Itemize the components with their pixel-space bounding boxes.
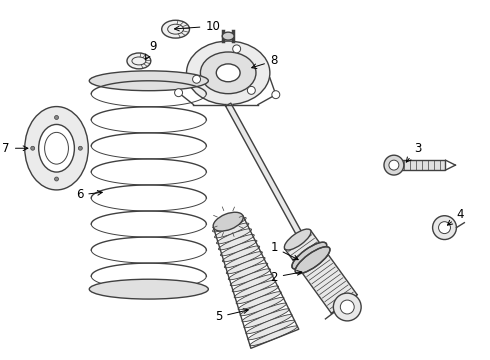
- Ellipse shape: [89, 71, 208, 91]
- Ellipse shape: [230, 269, 270, 286]
- Circle shape: [174, 89, 183, 96]
- Ellipse shape: [232, 274, 273, 292]
- Circle shape: [247, 86, 255, 94]
- Circle shape: [193, 75, 200, 83]
- Ellipse shape: [213, 217, 246, 232]
- Ellipse shape: [244, 309, 290, 328]
- Circle shape: [233, 45, 241, 53]
- Circle shape: [333, 293, 361, 321]
- Ellipse shape: [187, 41, 270, 105]
- Ellipse shape: [127, 53, 151, 69]
- Ellipse shape: [216, 64, 240, 82]
- Ellipse shape: [219, 234, 254, 250]
- Ellipse shape: [248, 320, 295, 340]
- Text: 7: 7: [2, 142, 28, 155]
- Ellipse shape: [242, 303, 287, 322]
- Circle shape: [272, 91, 280, 99]
- Ellipse shape: [384, 155, 404, 175]
- Ellipse shape: [39, 125, 74, 172]
- Ellipse shape: [240, 297, 284, 316]
- Ellipse shape: [222, 246, 260, 262]
- Ellipse shape: [215, 223, 249, 238]
- Circle shape: [439, 222, 450, 234]
- Ellipse shape: [284, 229, 311, 250]
- Ellipse shape: [200, 52, 256, 94]
- Ellipse shape: [162, 20, 190, 38]
- Ellipse shape: [246, 315, 292, 334]
- Text: 3: 3: [406, 142, 421, 162]
- Ellipse shape: [228, 263, 268, 280]
- Circle shape: [54, 177, 58, 181]
- Ellipse shape: [220, 240, 257, 256]
- Bar: [394, 160, 445, 170]
- Ellipse shape: [238, 292, 281, 310]
- Circle shape: [31, 146, 35, 150]
- Ellipse shape: [250, 326, 297, 346]
- Ellipse shape: [222, 32, 234, 40]
- Ellipse shape: [234, 280, 276, 298]
- Ellipse shape: [213, 212, 243, 231]
- Ellipse shape: [224, 252, 262, 268]
- Ellipse shape: [226, 257, 265, 274]
- Circle shape: [341, 300, 354, 314]
- Ellipse shape: [236, 286, 279, 304]
- Polygon shape: [285, 230, 357, 313]
- Text: 5: 5: [215, 309, 248, 323]
- Ellipse shape: [217, 229, 251, 244]
- Ellipse shape: [25, 107, 88, 190]
- Ellipse shape: [89, 279, 208, 299]
- Polygon shape: [225, 103, 302, 236]
- Ellipse shape: [292, 242, 327, 269]
- Text: 6: 6: [76, 188, 102, 201]
- Text: 1: 1: [270, 241, 298, 260]
- Ellipse shape: [389, 160, 399, 170]
- Ellipse shape: [295, 247, 330, 274]
- Circle shape: [433, 216, 456, 239]
- Text: 8: 8: [252, 54, 277, 68]
- Text: 2: 2: [270, 271, 302, 284]
- Circle shape: [78, 146, 82, 150]
- Text: 10: 10: [174, 20, 220, 33]
- Text: 4: 4: [447, 208, 464, 225]
- Circle shape: [54, 116, 58, 120]
- Text: 9: 9: [146, 40, 156, 59]
